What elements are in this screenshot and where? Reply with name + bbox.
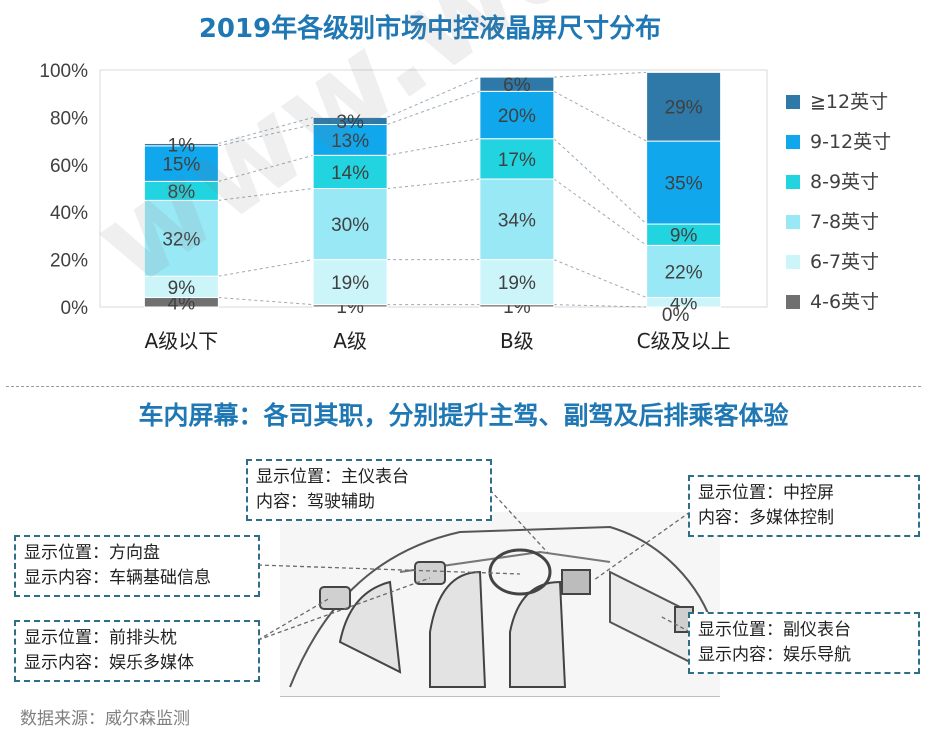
x-category-label: A级以下 bbox=[145, 329, 219, 353]
legend-swatch bbox=[786, 175, 800, 189]
bar-segment bbox=[646, 71, 722, 142]
callout-center-screen: 显示位置：中控屏 内容：多媒体控制 bbox=[688, 475, 920, 537]
car-interior-illustration bbox=[280, 512, 720, 697]
series-connector-line bbox=[553, 178, 647, 246]
bar-segment bbox=[479, 178, 555, 261]
y-tick-label: 80% bbox=[50, 108, 88, 129]
bar-data-label: 6% bbox=[503, 75, 531, 96]
series-connector-line bbox=[218, 116, 314, 144]
legend-label: 8-9英寸 bbox=[810, 171, 879, 193]
callout-center-screen-content: 内容：多媒体控制 bbox=[698, 508, 834, 528]
bar-segment bbox=[646, 140, 722, 225]
y-tick-label: 100% bbox=[39, 61, 88, 82]
bar-data-label: 1% bbox=[168, 136, 196, 157]
series-connector-line bbox=[218, 188, 314, 201]
bar-data-label: 4% bbox=[168, 293, 196, 314]
bar-data-label: 30% bbox=[331, 215, 369, 236]
bar-data-label: 9% bbox=[670, 226, 698, 247]
y-tick-label: 60% bbox=[50, 156, 88, 177]
bar-segment bbox=[479, 259, 555, 306]
callout-main-dashboard: 显示位置：主仪表台 内容：驾驶辅助 bbox=[246, 459, 492, 521]
bar-data-label: 22% bbox=[665, 262, 703, 283]
callout-headrest: 显示位置：前排头枕 显示内容：娱乐多媒体 bbox=[14, 620, 260, 682]
bar-segment bbox=[646, 244, 722, 299]
callout-headrest-location: 显示位置：前排头枕 bbox=[24, 628, 177, 648]
y-tick-label: 40% bbox=[50, 203, 88, 224]
bar-segment bbox=[143, 199, 219, 277]
series-connector-line bbox=[218, 124, 314, 147]
x-category-label: B级 bbox=[500, 329, 534, 353]
callout-headrest-content: 显示内容：娱乐多媒体 bbox=[24, 653, 194, 673]
x-category-label: A级 bbox=[333, 329, 367, 353]
bar-segment bbox=[143, 142, 219, 147]
series-connector-line bbox=[386, 76, 481, 118]
bar-data-label: 13% bbox=[331, 131, 369, 152]
bar-data-label: 35% bbox=[665, 174, 703, 195]
bar-data-label: 3% bbox=[336, 112, 364, 133]
bar-data-label: 9% bbox=[168, 278, 196, 299]
callout-center-screen-location: 显示位置：中控屏 bbox=[698, 483, 834, 503]
legend-label: 7-8英寸 bbox=[810, 211, 879, 233]
bar-data-label: 19% bbox=[498, 273, 536, 294]
bar-data-label: 20% bbox=[498, 106, 536, 127]
section-divider bbox=[6, 386, 921, 387]
callout-steering-wheel: 显示位置：方向盘 显示内容：车辆基础信息 bbox=[14, 535, 260, 597]
series-connector-line bbox=[553, 90, 647, 142]
bar-data-label: 8% bbox=[168, 182, 196, 203]
callout-passenger-dashboard: 显示位置：副仪表台 显示内容：娱乐导航 bbox=[688, 612, 920, 674]
bar-segment bbox=[479, 90, 555, 140]
bar-data-label: 32% bbox=[162, 229, 200, 250]
legend-label: 6-7英寸 bbox=[810, 251, 879, 273]
bar-data-label: 34% bbox=[498, 210, 536, 231]
y-tick-label: 20% bbox=[50, 251, 88, 272]
series-connector-line bbox=[387, 178, 480, 189]
stacked-bar-chart: 0%20%40%60%80%100%4% 1% 1% 0%9% 19% 19%4%32%3… bbox=[39, 61, 891, 353]
bar-segment bbox=[312, 154, 388, 190]
legend-swatch bbox=[786, 295, 800, 309]
bar-data-label: 17% bbox=[498, 150, 536, 171]
bar-data-label: 15% bbox=[162, 155, 200, 176]
chart-title: 2019年各级别市场中控液晶屏尺寸分布 bbox=[198, 14, 662, 44]
series-connector-line bbox=[218, 259, 314, 277]
bar-segment bbox=[312, 116, 388, 126]
callout-main-dashboard-content: 内容：驾驶辅助 bbox=[256, 492, 375, 512]
bar-segment bbox=[312, 188, 388, 261]
bar-data-label: 19% bbox=[331, 273, 369, 294]
legend-swatch bbox=[786, 135, 800, 149]
bar-data-label: 14% bbox=[331, 163, 369, 184]
y-tick-label: 0% bbox=[61, 298, 89, 319]
series-connector-line bbox=[218, 297, 314, 306]
bar-data-label: 4% bbox=[670, 293, 698, 314]
legend-swatch bbox=[786, 215, 800, 229]
bar-segment bbox=[479, 76, 555, 92]
series-connector-line bbox=[387, 138, 480, 156]
data-source-note: 数据来源：威尔森监测 bbox=[20, 709, 190, 729]
bar-data-label: 29% bbox=[665, 98, 703, 119]
callout-passenger-dashboard-location: 显示位置：副仪表台 bbox=[698, 620, 851, 640]
legend-label: 4-6英寸 bbox=[810, 291, 879, 313]
section-heading: 车内屏幕：各司其职，分别提升主驾、副驾及后排乘客体验 bbox=[138, 401, 789, 430]
legend-swatch bbox=[786, 95, 800, 109]
bar-data-label: 0% bbox=[662, 305, 690, 326]
callout-steering-wheel-content: 显示内容：车辆基础信息 bbox=[24, 568, 211, 588]
series-connector-line bbox=[218, 154, 314, 182]
series-connector-line bbox=[553, 71, 647, 78]
callout-main-dashboard-location: 显示位置：主仪表台 bbox=[256, 467, 409, 487]
series-connector-line bbox=[386, 90, 481, 125]
series-connector-line bbox=[553, 138, 647, 225]
x-category-label: C级及以上 bbox=[637, 329, 731, 353]
callout-passenger-dashboard-content: 显示内容：娱乐导航 bbox=[698, 645, 851, 665]
legend-label: ≧12英寸 bbox=[810, 91, 888, 113]
callout-steering-wheel-location: 显示位置：方向盘 bbox=[24, 543, 160, 563]
legend-label: 9-12英寸 bbox=[810, 131, 891, 153]
legend-swatch bbox=[786, 255, 800, 269]
series-connector-line bbox=[553, 259, 647, 298]
bar-segment bbox=[143, 145, 219, 182]
plot-area bbox=[99, 69, 768, 308]
bar-segment bbox=[479, 138, 555, 180]
